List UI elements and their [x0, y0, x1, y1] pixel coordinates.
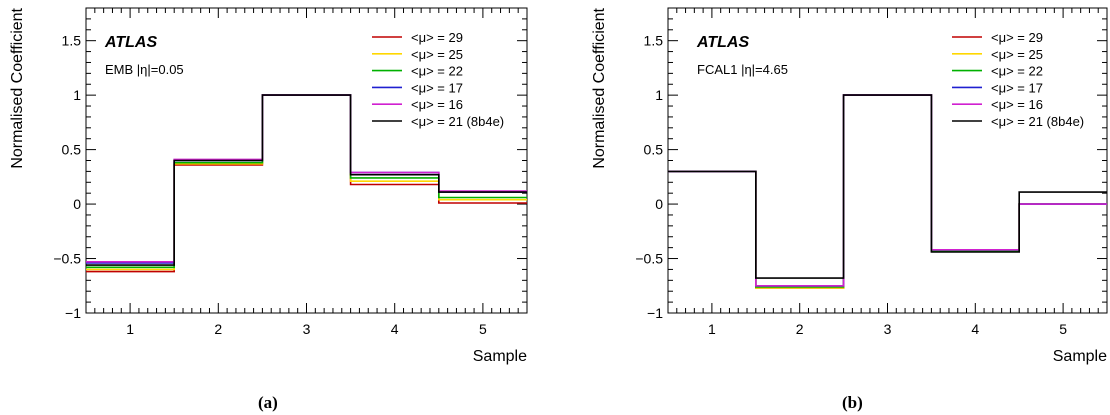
y-tick-label: 1.5 — [644, 33, 664, 49]
x-axis-label: Sample — [473, 348, 527, 365]
region-annotation: EMB |η|=0.05 — [105, 62, 184, 77]
y-tick-label: −0.5 — [53, 251, 81, 267]
y-tick-label: −1 — [647, 305, 663, 321]
legend-entry: <μ> = 29 — [411, 30, 463, 45]
y-tick-label: 1 — [655, 87, 663, 103]
chart-panel-b: −1 −0.5 0 0.5 1 1.5 1 2 3 4 5 Sample Normalised Coef… — [591, 7, 1108, 365]
x-tick-label: 2 — [214, 321, 222, 337]
y-tick-label: 0.5 — [644, 142, 664, 158]
x-tick-label: 1 — [126, 321, 134, 337]
x-tick-label: 4 — [391, 321, 399, 337]
x-axis-label: Sample — [1053, 348, 1107, 365]
panel-label-b: (b) — [842, 393, 863, 412]
y-tick-label: 1 — [73, 87, 81, 103]
series-line — [86, 94, 527, 266]
y-tick-label: −1 — [65, 305, 81, 321]
y-tick-label: 1.5 — [62, 33, 82, 49]
legend-entry: <μ> = 16 — [991, 97, 1043, 112]
chart-panel-a: −1 −0.5 0 0.5 1 1.5 1 2 3 4 5 Sample Normalised Coef… — [9, 7, 528, 365]
y-tick-label: −0.5 — [635, 251, 663, 267]
y-axis-label: Normalised Coefficient — [591, 7, 608, 168]
legend-entry: <μ> = 16 — [411, 97, 463, 112]
legend-entry: <μ> = 17 — [411, 80, 463, 95]
panel-label-a: (a) — [258, 393, 278, 412]
legend-entry: <μ> = 29 — [991, 30, 1043, 45]
y-tick-label: 0 — [655, 196, 663, 212]
series-line — [668, 94, 1107, 279]
y-tick-label: 0 — [73, 196, 81, 212]
y-tick-label: 0.5 — [62, 142, 82, 158]
x-tick-label: 3 — [303, 321, 311, 337]
x-tick-label: 4 — [971, 321, 979, 337]
legend-entry: <μ> = 25 — [991, 47, 1043, 62]
y-axis-label: Normalised Coefficient — [9, 7, 26, 168]
legend-entry: <μ> = 22 — [411, 64, 463, 79]
experiment-label: ATLAS — [104, 34, 157, 51]
x-tick-label: 3 — [884, 321, 892, 337]
legend-entry: <μ> = 21 (8b4e) — [991, 114, 1084, 129]
legend-entry: <μ> = 17 — [991, 80, 1043, 95]
experiment-label: ATLAS — [696, 34, 749, 51]
x-tick-label: 5 — [479, 321, 487, 337]
region-annotation: FCAL1 |η|=4.65 — [697, 62, 788, 77]
legend-entry: <μ> = 22 — [991, 64, 1043, 79]
x-tick-label: 5 — [1059, 321, 1067, 337]
legend-entry: <μ> = 21 (8b4e) — [411, 114, 504, 129]
x-tick-label: 1 — [708, 321, 716, 337]
x-tick-label: 2 — [796, 321, 804, 337]
legend-entry: <μ> = 25 — [411, 47, 463, 62]
